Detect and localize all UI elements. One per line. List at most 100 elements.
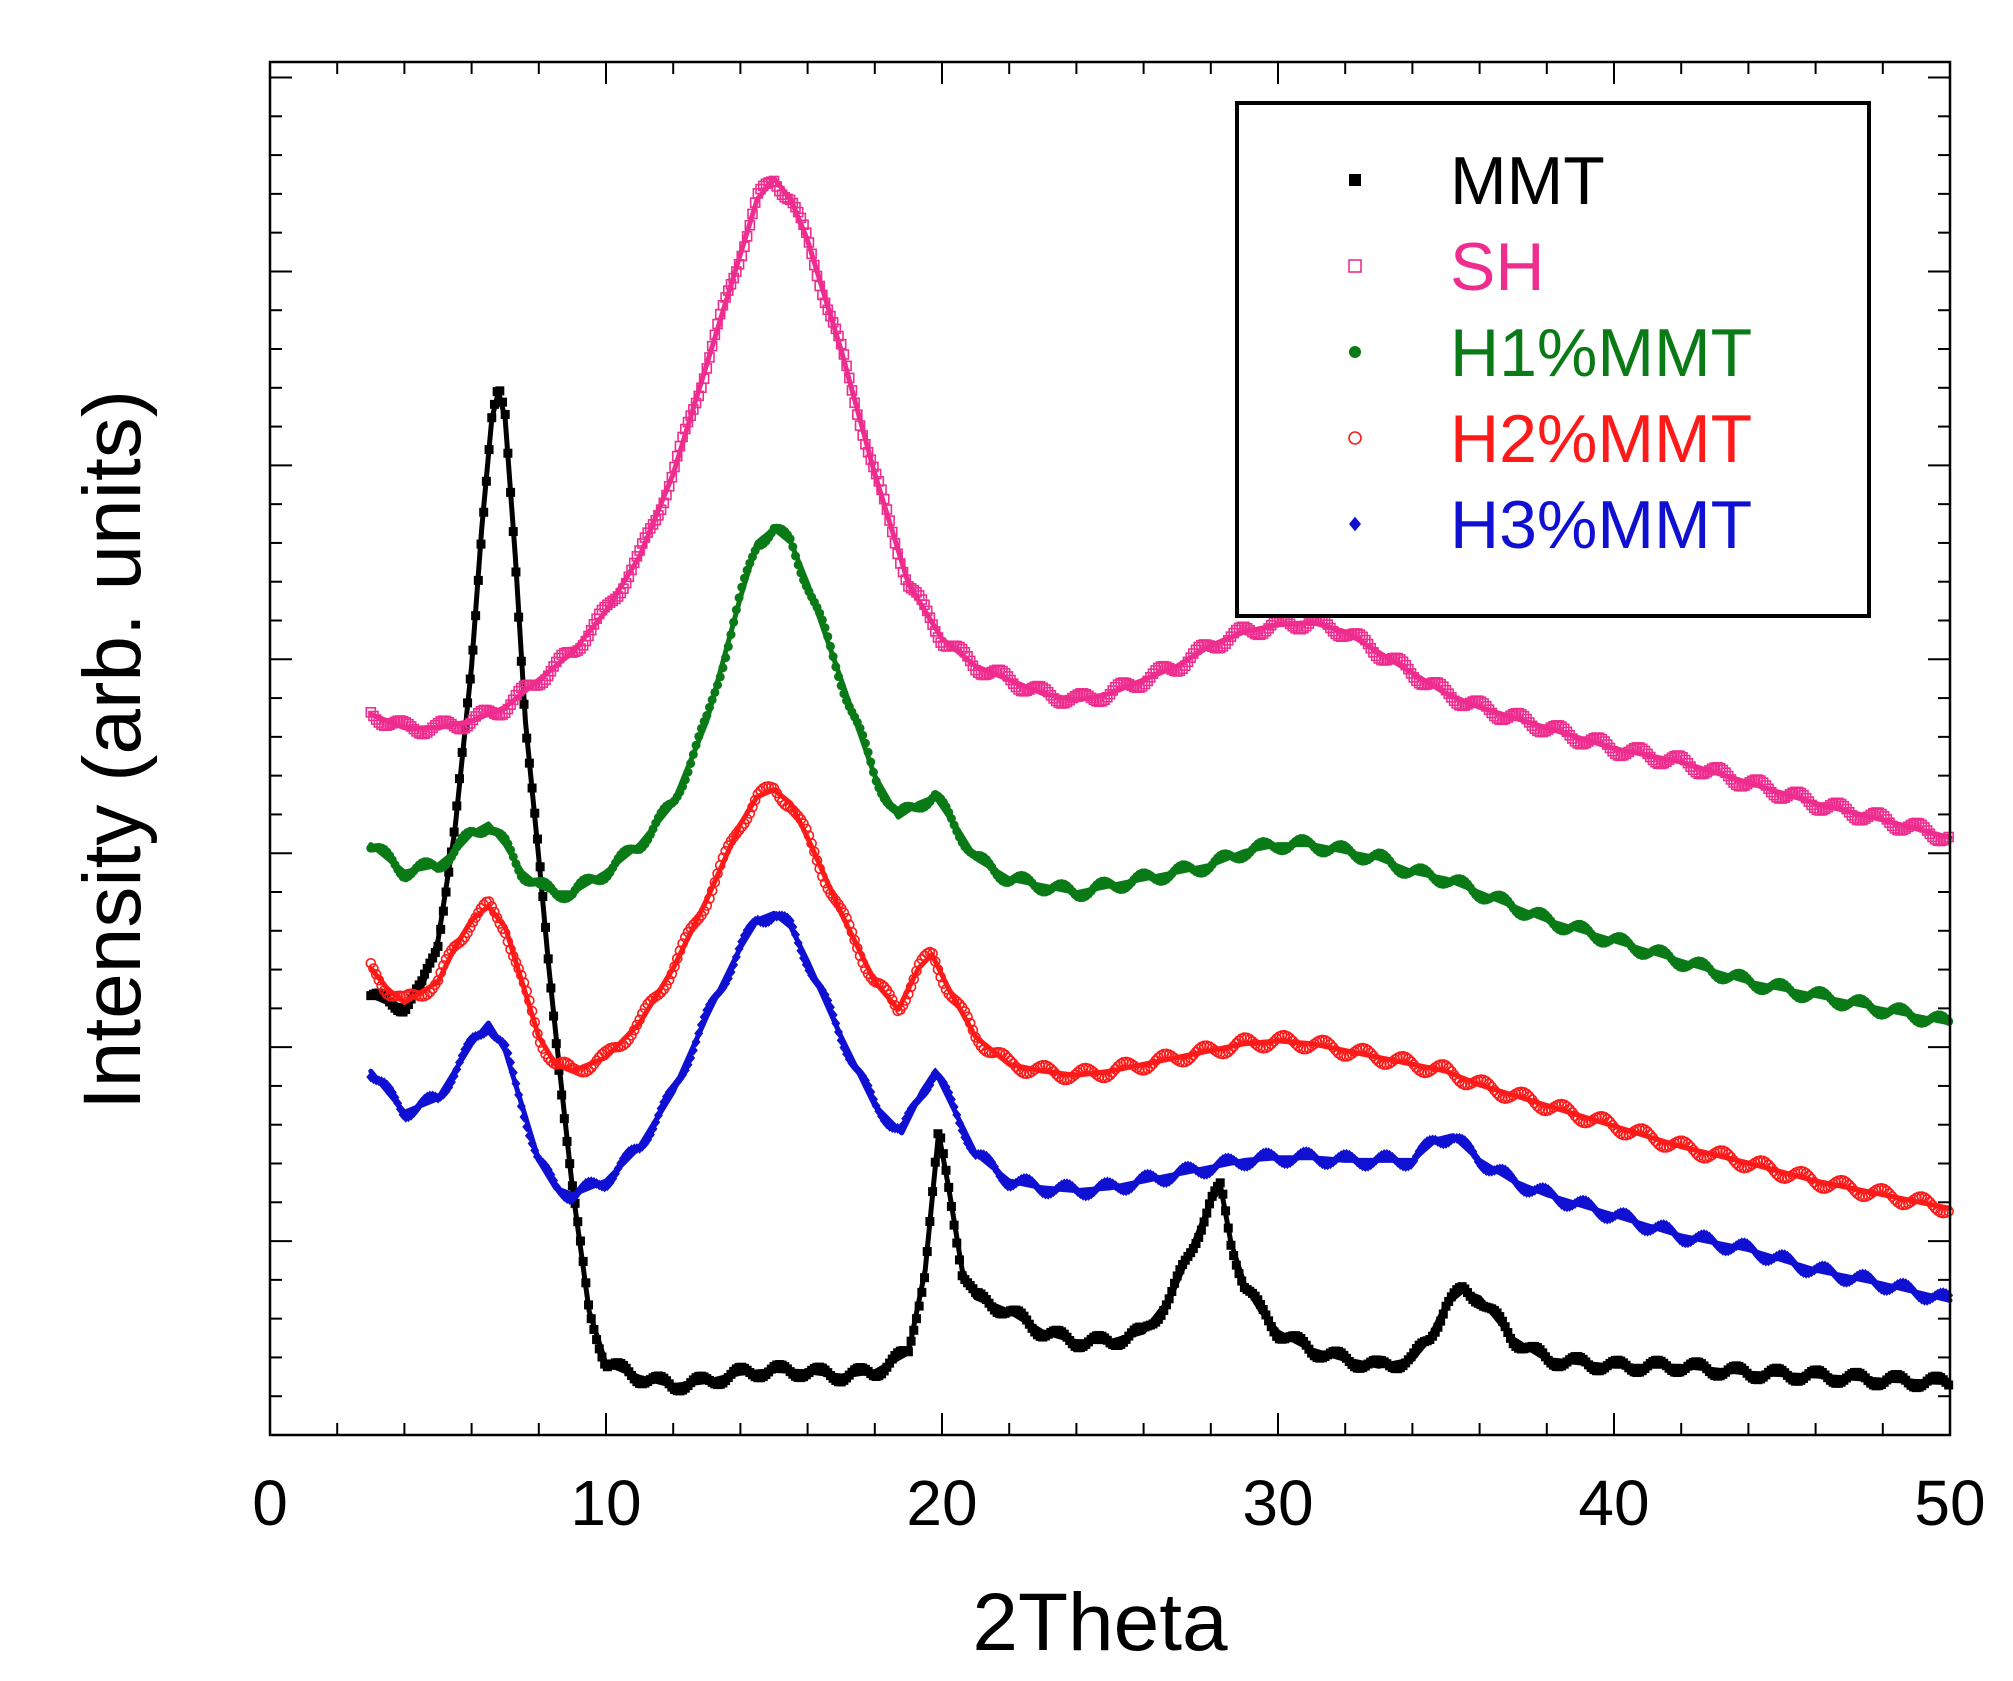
data-point-mmt: [1191, 1239, 1201, 1249]
data-point-sh: [666, 471, 678, 483]
data-point-sh: [838, 349, 850, 360]
data-point-h3pctmmt: [922, 1084, 932, 1096]
data-point-sh: [1725, 774, 1737, 785]
data-point-h3pctmmt: [1204, 1167, 1214, 1179]
series-line-h2pctmmt: [368, 787, 1953, 1211]
data-point-h2pctmmt: [373, 974, 385, 986]
data-point-h3pctmmt: [987, 1156, 997, 1168]
data-point-h3pctmmt: [661, 1091, 671, 1103]
data-point-h2pctmmt: [876, 979, 887, 990]
data-point-sh: [677, 431, 688, 443]
data-point-h2pctmmt: [526, 1005, 538, 1017]
data-point-h2pctmmt: [462, 927, 473, 939]
data-point-sh: [1222, 635, 1234, 646]
data-point-sh: [448, 720, 460, 732]
data-point-mmt: [484, 445, 494, 455]
data-point-sh: [1343, 629, 1355, 641]
data-point-h3pctmmt: [1468, 1146, 1478, 1158]
data-point-h2pctmmt: [1626, 1127, 1637, 1139]
data-point-sh: [1747, 775, 1758, 787]
data-point-sh: [1107, 685, 1118, 696]
data-point-h1pctmmt: [836, 681, 846, 691]
data-point-sh: [1464, 697, 1476, 709]
data-point-h3pctmmt: [1745, 1240, 1755, 1252]
data-point-h2pctmmt: [1800, 1167, 1812, 1179]
data-point-h3pctmmt: [1247, 1157, 1257, 1169]
legend-marker-sh: [1348, 259, 1362, 273]
data-point-sh: [1881, 814, 1893, 825]
data-point-h3pctmmt: [551, 1180, 561, 1192]
data-point-h2pctmmt: [1325, 1038, 1336, 1050]
data-point-sh: [1220, 638, 1231, 649]
data-point-h3pctmmt: [1831, 1270, 1841, 1282]
data-point-h3pctmmt: [637, 1140, 647, 1152]
data-point-h3pctmmt: [1503, 1166, 1513, 1178]
data-point-sh: [1392, 652, 1403, 664]
data-point-sh: [878, 493, 890, 505]
data-point-sh: [725, 278, 737, 290]
data-point-mmt: [546, 983, 556, 993]
data-point-h1pctmmt: [791, 551, 801, 561]
data-point-h2pctmmt: [653, 989, 664, 1001]
data-point-mmt: [527, 783, 537, 793]
x-tick-label: 50: [1914, 1467, 1985, 1539]
data-point-sh: [1123, 678, 1135, 690]
data-point-h1pctmmt: [1944, 1016, 1954, 1026]
data-point-sh: [833, 330, 844, 342]
legend-marker-h3pctmmt: [1349, 516, 1361, 532]
data-point-sh: [1446, 692, 1457, 703]
legend-label-sh: SH: [1450, 229, 1544, 305]
data-point-h2pctmmt: [1365, 1047, 1377, 1059]
data-point-sh: [1545, 722, 1557, 734]
data-point-h3pctmmt: [1135, 1173, 1145, 1185]
data-point-sh: [618, 583, 629, 594]
data-point-sh: [1421, 679, 1433, 690]
data-point-mmt: [1161, 1300, 1171, 1310]
data-point-mmt: [578, 1256, 588, 1266]
legend-items: MMT SH H1%MMT H2%MMT H3%MMT: [1348, 143, 1752, 563]
data-point-sh: [1532, 725, 1543, 737]
data-point-h2pctmmt: [524, 995, 535, 1006]
data-point-sh: [1231, 624, 1242, 636]
data-point-h2pctmmt: [1569, 1110, 1581, 1122]
data-point-sh: [1397, 656, 1409, 668]
data-point-sh: [1937, 835, 1949, 846]
data-point-h2pctmmt: [679, 932, 691, 943]
data-point-sh: [1330, 628, 1342, 640]
data-point-h1pctmmt: [860, 738, 870, 748]
data-point-h3pctmmt: [952, 1109, 962, 1121]
data-point-sh: [843, 372, 855, 384]
data-point-h2pctmmt: [798, 818, 809, 829]
data-point-mmt: [1172, 1271, 1182, 1281]
data-point-h2pctmmt: [491, 912, 503, 924]
legend-label-h2pctmmt: H2%MMT: [1450, 401, 1752, 477]
data-point-h3pctmmt: [460, 1043, 470, 1055]
data-point-h3pctmmt: [398, 1109, 408, 1121]
data-point-sh: [1706, 763, 1718, 775]
data-point-sh: [419, 728, 430, 740]
data-point-mmt: [495, 386, 505, 396]
data-point-h3pctmmt: [1592, 1205, 1602, 1217]
data-point-h3pctmmt: [1473, 1156, 1483, 1168]
data-point-h2pctmmt: [1265, 1038, 1277, 1050]
data-point-sh: [1139, 678, 1151, 690]
data-point-sh: [532, 680, 543, 691]
data-point-sh: [1529, 723, 1541, 735]
data-point-mmt: [420, 969, 430, 979]
data-point-sh: [1024, 684, 1035, 695]
data-point-mmt: [401, 1005, 411, 1015]
data-point-sh: [1916, 819, 1928, 831]
data-point-sh: [1166, 664, 1178, 675]
data-point-sh: [1626, 744, 1637, 756]
legend: MMT SH H1%MMT H2%MMT H3%MMT: [1235, 101, 1871, 618]
data-point-h2pctmmt: [1007, 1058, 1019, 1069]
data-point-h3pctmmt: [842, 1048, 852, 1060]
data-point-h3pctmmt: [1414, 1145, 1424, 1157]
data-point-h2pctmmt: [505, 944, 516, 955]
data-point-sh: [1153, 662, 1164, 674]
data-point-h3pctmmt: [1583, 1196, 1593, 1208]
data-point-sh: [1322, 619, 1334, 630]
data-point-sh: [1491, 713, 1503, 724]
data-point-h2pctmmt: [1768, 1165, 1780, 1177]
data-point-h3pctmmt: [1906, 1282, 1916, 1294]
